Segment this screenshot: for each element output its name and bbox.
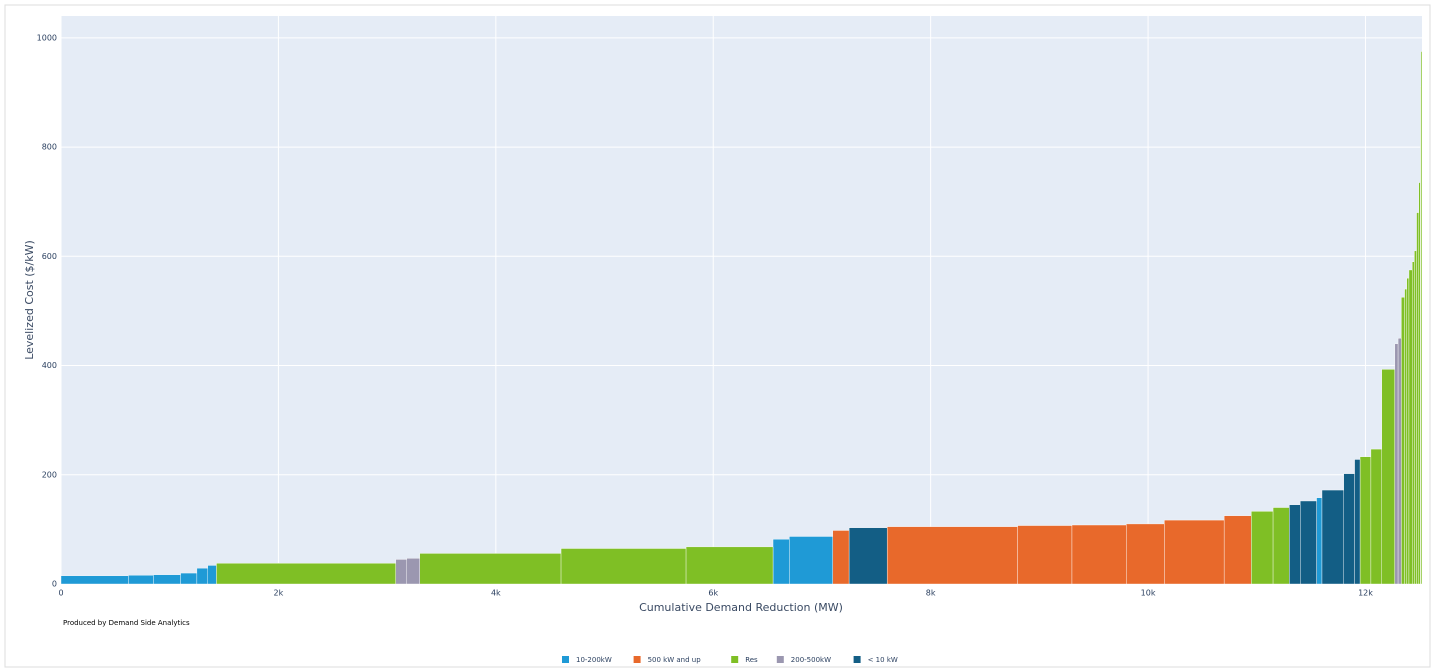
bar: [560, 548, 687, 585]
x-tick-label: 10k: [1141, 589, 1156, 598]
bar: [1418, 182, 1421, 585]
bar: [772, 539, 790, 585]
legend-label: 200-500kW: [791, 656, 831, 664]
frame: [4, 4, 1431, 668]
bar: [1381, 369, 1396, 585]
legend-swatch: [731, 656, 739, 663]
bar: [1401, 297, 1405, 585]
x-tick-label: 8k: [926, 589, 936, 598]
bar: [1359, 456, 1372, 585]
bar: [207, 565, 217, 585]
legend-swatch: [633, 656, 641, 663]
bar: [1316, 497, 1323, 585]
x-tick-label: 2k: [274, 589, 284, 598]
x-tick-label: 0: [58, 589, 63, 598]
bar: [1414, 250, 1417, 585]
bar: [886, 526, 1018, 585]
bar: [180, 572, 198, 585]
bar: [1017, 525, 1073, 585]
bar: [1126, 523, 1165, 585]
bar: [1272, 507, 1290, 585]
bar: [406, 558, 420, 585]
legend-label: < 10 kW: [868, 656, 898, 664]
x-tick-label: 12k: [1358, 589, 1373, 598]
bar: [789, 536, 834, 585]
bar: [1300, 500, 1317, 585]
y-tick-label: 1000: [37, 33, 57, 42]
y-axis-title: Levelized Cost ($/kW): [23, 240, 36, 360]
y-tick-label: 200: [42, 470, 57, 479]
y-tick-label: 600: [42, 252, 57, 261]
bar: [1416, 212, 1419, 585]
plot-area: [61, 16, 1422, 584]
x-tick-label: 4k: [491, 589, 501, 598]
bar: [216, 563, 397, 585]
legend-label: 500 kW and up: [648, 656, 702, 664]
y-tick-label: 0: [52, 580, 57, 589]
bar: [1251, 511, 1274, 585]
bar: [395, 559, 407, 585]
legend-swatch: [776, 656, 784, 663]
bar: [832, 530, 850, 585]
legend-swatch: [853, 656, 861, 663]
bar: [1397, 338, 1402, 585]
legend-label: 10-200kW: [576, 656, 612, 664]
bar: [1406, 277, 1410, 585]
bar: [1354, 459, 1361, 585]
bar: [685, 546, 774, 585]
bar: [848, 527, 888, 585]
bar: [1370, 448, 1382, 585]
bar: [1164, 519, 1225, 585]
bar: [1408, 269, 1413, 585]
bar: [60, 575, 129, 585]
x-tick-label: 6k: [708, 589, 718, 598]
bar: [128, 575, 154, 585]
legend-label: Res: [745, 656, 758, 664]
bar: [1420, 51, 1423, 585]
bar: [1289, 504, 1301, 585]
note: Produced by Demand Side Analytics: [63, 619, 190, 627]
legend-swatch: [562, 656, 569, 663]
bar: [419, 553, 562, 585]
x-axis-title: Cumulative Demand Reduction (MW): [639, 601, 843, 614]
bar: [196, 567, 208, 585]
bar: [1321, 489, 1344, 585]
bar: [1223, 515, 1252, 585]
bar: [1343, 473, 1355, 585]
bar: [1394, 343, 1399, 585]
y-tick-label: 400: [42, 361, 57, 370]
bar: [153, 574, 181, 585]
y-tick-label: 800: [42, 143, 57, 152]
bar: [1071, 524, 1127, 585]
bar: [1404, 288, 1407, 585]
bar: [1412, 261, 1415, 585]
